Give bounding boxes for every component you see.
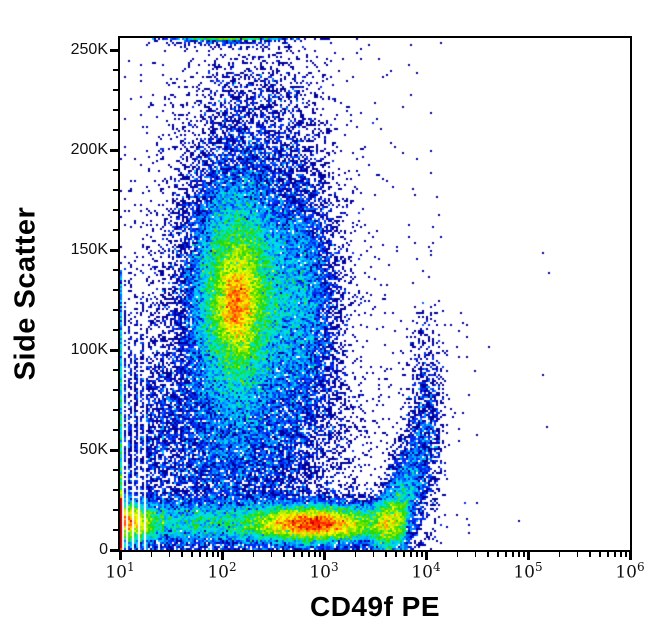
y-minor-tick (113, 469, 118, 471)
x-minor-tick (576, 552, 579, 557)
x-decade-label: 101 (105, 560, 135, 583)
x-minor-tick (487, 552, 489, 557)
y-major-tick (110, 49, 118, 52)
x-major-tick (323, 552, 326, 560)
x-minor-tick (410, 552, 412, 557)
y-minor-tick (113, 529, 118, 531)
x-decade-exponent: 5 (535, 560, 543, 574)
x-minor-tick (293, 552, 295, 557)
x-minor-tick (599, 552, 601, 557)
y-major-tick (110, 549, 118, 552)
y-minor-tick (113, 169, 118, 171)
x-major-tick (629, 552, 632, 560)
x-minor-tick (385, 552, 387, 557)
x-decade-label: 105 (513, 560, 543, 583)
y-tick-label: 0 (99, 541, 108, 558)
y-tick-label: 250K (70, 41, 108, 58)
x-minor-tick (421, 552, 423, 557)
x-minor-tick (518, 552, 520, 557)
x-minor-tick (497, 552, 499, 557)
y-minor-tick (113, 269, 118, 271)
x-decade-exponent: 3 (331, 560, 339, 574)
y-tick-label: 150K (70, 241, 108, 258)
x-decade-label: 104 (411, 560, 441, 583)
x-minor-tick (319, 552, 321, 557)
x-minor-tick (403, 552, 405, 557)
x-minor-tick (199, 552, 201, 557)
density-scatter-canvas (120, 38, 630, 550)
x-minor-tick (354, 552, 357, 557)
x-minor-tick (191, 552, 193, 557)
x-minor-tick (212, 552, 214, 557)
x-minor-tick (474, 552, 477, 557)
y-major-tick (110, 249, 118, 252)
x-minor-tick (308, 552, 310, 557)
y-minor-tick (113, 129, 118, 131)
x-minor-tick (372, 552, 375, 557)
x-minor-tick (416, 552, 418, 557)
y-minor-tick (113, 209, 118, 211)
y-minor-tick (113, 329, 118, 331)
y-minor-tick (113, 69, 118, 71)
x-minor-tick (614, 552, 616, 557)
x-minor-tick (512, 552, 514, 557)
x-minor-tick (301, 552, 303, 557)
x-minor-tick (625, 552, 627, 557)
x-minor-tick (270, 552, 273, 557)
y-minor-tick (113, 429, 118, 431)
y-minor-tick (113, 409, 118, 411)
x-decade-label: 103 (309, 560, 339, 583)
x-decade-label: 106 (615, 560, 645, 583)
x-minor-tick (607, 552, 609, 557)
x-decade-exponent: 4 (433, 560, 441, 574)
y-minor-tick (113, 289, 118, 291)
y-minor-tick (113, 229, 118, 231)
x-major-tick (527, 552, 530, 560)
y-minor-tick (113, 509, 118, 511)
x-minor-tick (523, 552, 525, 557)
y-tick-label: 100K (70, 341, 108, 358)
x-minor-tick (589, 552, 591, 557)
y-minor-tick (113, 489, 118, 491)
x-minor-tick (150, 552, 153, 557)
x-minor-tick (217, 552, 219, 557)
x-minor-tick (283, 552, 285, 557)
y-minor-tick (113, 189, 118, 191)
x-minor-tick (168, 552, 171, 557)
x-minor-tick (395, 552, 397, 557)
x-decade-exponent: 2 (229, 560, 237, 574)
x-major-tick (119, 552, 122, 560)
x-decade-exponent: 1 (127, 560, 135, 574)
y-minor-tick (113, 309, 118, 311)
y-major-tick (110, 449, 118, 452)
x-minor-tick (620, 552, 622, 557)
y-minor-tick (113, 89, 118, 91)
y-tick-label: 200K (70, 141, 108, 158)
y-tick-label: 50K (79, 441, 108, 458)
x-minor-tick (456, 552, 459, 557)
y-minor-tick (113, 389, 118, 391)
x-major-tick (221, 552, 224, 560)
y-major-tick (110, 149, 118, 152)
x-minor-tick (314, 552, 316, 557)
y-minor-tick (113, 369, 118, 371)
plot-area (118, 36, 632, 552)
x-major-tick (425, 552, 428, 560)
x-minor-tick (181, 552, 183, 557)
x-minor-tick (505, 552, 507, 557)
y-minor-tick (113, 109, 118, 111)
x-minor-tick (206, 552, 208, 557)
x-minor-tick (558, 552, 561, 557)
x-axis-title: CD49f PE (309, 591, 441, 622)
x-minor-tick (252, 552, 255, 557)
y-major-tick (110, 349, 118, 352)
x-decade-exponent: 6 (637, 560, 645, 574)
x-decade-label: 102 (207, 560, 237, 583)
y-axis-title-area: Side Scatter (0, 36, 52, 550)
